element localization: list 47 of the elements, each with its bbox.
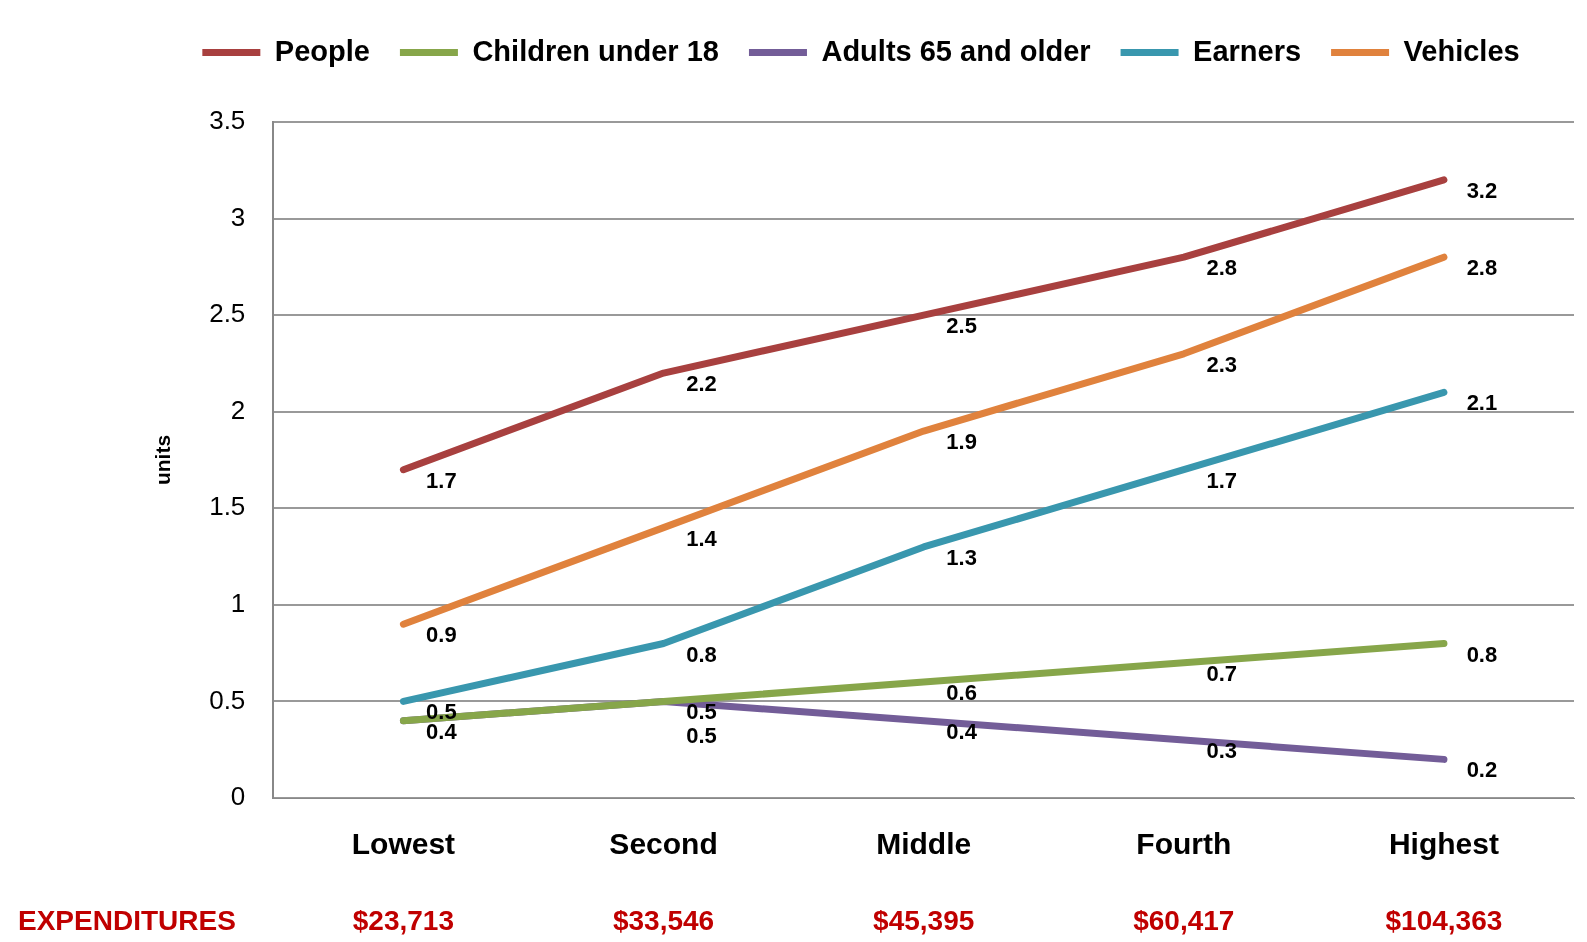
data-label: 0.6 [946,680,977,706]
x-tick-label: Lowest [351,827,456,861]
data-label: 2.2 [686,371,717,397]
legend-label: Children under 18 [472,34,719,67]
data-label: 0.2 [1466,757,1498,783]
y-tick-label: 2.5 [209,298,246,329]
y-tick-label: 1.5 [209,491,246,522]
data-label: 1.3 [946,544,977,570]
data-label: 1.7 [1206,467,1238,493]
text: $45,395 [873,904,975,936]
data-label: 0.9 [426,622,457,648]
y-axis-title: units [151,434,175,486]
data-label: 2.5 [946,313,977,339]
y-tick-label: 2 [230,394,246,425]
text: $23,713 [352,904,455,936]
data-label: 2.1 [1466,390,1498,416]
x-tick-label: Second [609,827,718,861]
text: $104,363 [1385,904,1503,936]
data-label: 2.8 [1466,255,1498,281]
data-label: 0.5 [686,699,717,725]
data-label: 0.7 [1206,660,1238,686]
data-label: 1.4 [686,525,718,551]
data-label: 2.8 [1206,255,1238,281]
data-label: 1.7 [426,467,457,493]
x-tick-label: Fourth [1136,827,1232,861]
text: $33,546 [612,904,715,936]
legend-label: People [274,34,370,67]
data-label: 0.5 [686,723,717,749]
y-tick-label: 3 [230,201,246,232]
legend-label: Earners [1193,34,1302,67]
data-label: 0.4 [426,718,458,744]
data-label: 0.8 [686,641,717,667]
data-label: 0.3 [1206,738,1238,764]
data-label: 2.3 [1206,351,1238,377]
text: $60,417 [1133,904,1235,936]
data-label: 1.9 [946,429,977,455]
y-tick-label: 0 [230,781,246,812]
x-tick-label: Middle [876,827,972,861]
legend-label: Vehicles [1403,34,1520,67]
data-label: 0.8 [1466,641,1498,667]
legend-label: Adults 65 and older [821,34,1091,67]
y-tick-label: 3.5 [209,105,246,136]
x-tick-label: Highest [1388,827,1499,861]
y-tick-label: 0.5 [209,684,246,715]
text: EXPENDITURES [18,904,236,936]
data-label: 3.2 [1466,178,1498,204]
y-tick-label: 1 [230,588,246,619]
